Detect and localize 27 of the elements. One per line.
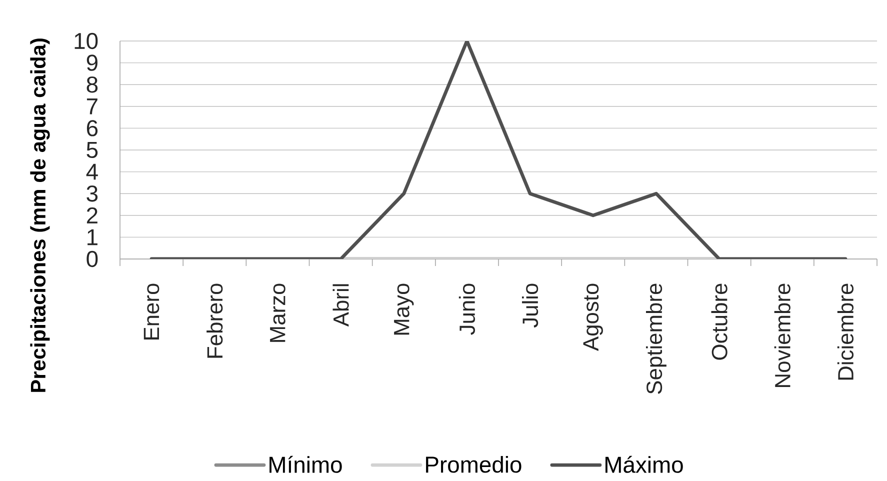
x-tick-label: Enero (144, 284, 160, 340)
x-tick-label: Octubre (711, 284, 728, 360)
y-tick-label: 9 (86, 54, 98, 71)
x-tick-label: Febrero (206, 284, 223, 358)
y-tick-label: 6 (86, 120, 98, 136)
y-tick-label: 7 (86, 98, 98, 114)
y-tick-label: 8 (86, 76, 98, 93)
x-tick-label: Julio (522, 284, 538, 328)
x-tick-label: Abril (332, 284, 349, 327)
y-tick-label: 2 (86, 207, 98, 224)
y-axis-title: Precipitaciones (mm de agua caida) (30, 38, 50, 392)
x-tick-label: Noviembre (774, 284, 790, 387)
y-tick-label: 0 (86, 250, 98, 268)
y-tick-label: 4 (86, 164, 98, 180)
x-tick-label: Agosto (583, 284, 603, 351)
x-tick-label: Diciembre (837, 284, 854, 380)
x-tick-label: Septiembre (646, 284, 666, 394)
y-tick-label: 3 (86, 185, 98, 202)
x-tick-label: Mayo (394, 284, 414, 335)
legend-label: Máximo (606, 456, 683, 473)
x-tick-label: Junio (458, 284, 476, 335)
y-tick-label: 1 (88, 229, 98, 246)
legend-label: Mínimo (270, 456, 342, 473)
x-tick-label: Marzo (270, 284, 286, 342)
y-tick-label: 5 (86, 142, 98, 158)
y-tick-label: 10 (74, 32, 98, 50)
legend-label: Promedio (426, 456, 522, 473)
